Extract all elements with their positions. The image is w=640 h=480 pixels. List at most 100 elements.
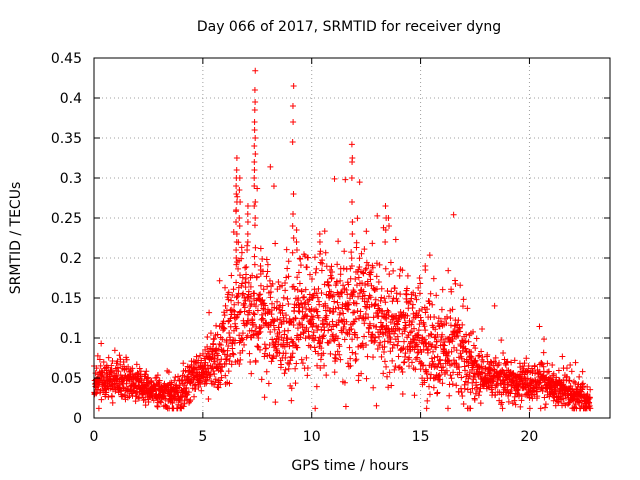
data-point — [452, 277, 459, 284]
data-point — [148, 391, 155, 398]
data-point — [251, 290, 258, 297]
data-point — [552, 402, 559, 409]
data-point — [359, 340, 366, 347]
data-point — [105, 354, 112, 361]
data-point — [214, 357, 221, 364]
data-point — [294, 325, 301, 332]
data-point — [95, 405, 102, 412]
data-point — [222, 302, 229, 309]
data-point — [566, 399, 573, 406]
data-point — [526, 405, 533, 412]
data-point — [348, 326, 355, 333]
data-point — [407, 298, 414, 305]
data-point — [228, 297, 235, 304]
data-point — [290, 191, 297, 197]
data-point — [373, 323, 380, 330]
data-point — [447, 315, 454, 322]
data-point — [295, 301, 302, 308]
data-point — [251, 175, 258, 181]
data-point — [356, 290, 363, 297]
data-point — [369, 331, 376, 338]
data-point — [555, 399, 562, 406]
data-point — [402, 319, 409, 326]
x-tick-label: 10 — [303, 429, 321, 445]
data-point — [257, 245, 264, 252]
data-point — [488, 386, 495, 393]
data-point — [349, 231, 356, 237]
data-point — [289, 354, 296, 361]
data-point — [331, 298, 338, 305]
data-point — [244, 239, 251, 245]
data-point — [251, 107, 258, 113]
data-point — [450, 211, 457, 218]
data-point — [469, 379, 476, 386]
data-point — [264, 283, 271, 290]
data-point — [428, 355, 435, 362]
data-point — [361, 333, 368, 340]
data-point — [339, 301, 346, 308]
data-point — [430, 348, 437, 355]
data-point — [257, 282, 264, 289]
data-point — [341, 336, 348, 343]
data-point — [297, 262, 304, 269]
data-point — [447, 372, 454, 379]
data-point — [433, 344, 440, 351]
data-point — [470, 342, 477, 349]
data-point — [382, 299, 389, 306]
data-point — [351, 288, 358, 295]
data-point — [536, 323, 543, 330]
data-point — [260, 316, 267, 323]
data-point — [438, 306, 445, 313]
data-point — [373, 273, 380, 280]
data-point — [156, 398, 163, 405]
data-point — [98, 396, 105, 403]
data-point — [216, 277, 223, 284]
data-point — [541, 404, 548, 411]
data-point — [294, 274, 301, 281]
data-point — [512, 401, 519, 408]
data-point — [120, 359, 127, 366]
data-point — [141, 383, 148, 390]
data-point — [343, 287, 350, 294]
data-point — [214, 383, 221, 390]
data-point — [437, 360, 444, 367]
data-point — [327, 350, 334, 357]
data-point — [435, 315, 442, 322]
data-point — [345, 301, 352, 308]
data-point — [422, 267, 429, 273]
data-point — [315, 323, 322, 330]
data-point — [211, 335, 218, 342]
data-point — [411, 392, 418, 399]
data-point — [425, 346, 432, 353]
data-point — [252, 328, 259, 335]
data-point — [316, 231, 323, 237]
data-point — [462, 367, 469, 374]
data-point — [414, 343, 421, 350]
data-point — [523, 355, 530, 362]
data-point — [290, 119, 297, 125]
data-point — [426, 252, 433, 259]
data-point — [175, 373, 182, 380]
data-point — [414, 331, 421, 338]
data-point — [217, 381, 224, 388]
data-point — [264, 261, 271, 268]
data-point — [311, 344, 318, 351]
data-point — [541, 336, 548, 343]
data-point — [540, 349, 547, 356]
data-point — [454, 332, 461, 339]
data-point — [123, 380, 130, 387]
data-point — [408, 359, 415, 366]
data-point — [269, 336, 276, 343]
data-point — [348, 255, 355, 262]
data-point — [266, 342, 273, 349]
data-point — [309, 275, 316, 282]
data-point — [373, 402, 380, 409]
data-point — [345, 363, 352, 370]
data-point — [460, 296, 467, 303]
data-point — [352, 350, 359, 357]
data-point — [221, 312, 228, 319]
data-point — [562, 402, 569, 409]
data-point — [417, 366, 424, 373]
data-point — [289, 223, 296, 229]
data-point — [214, 331, 221, 338]
